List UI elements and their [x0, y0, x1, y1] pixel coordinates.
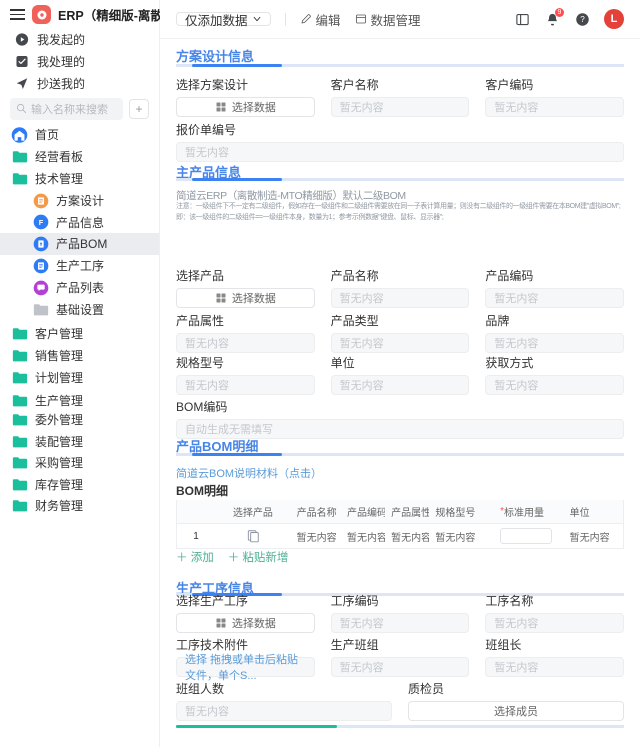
- svg-text:?: ?: [580, 15, 585, 24]
- svg-text:F: F: [38, 218, 43, 227]
